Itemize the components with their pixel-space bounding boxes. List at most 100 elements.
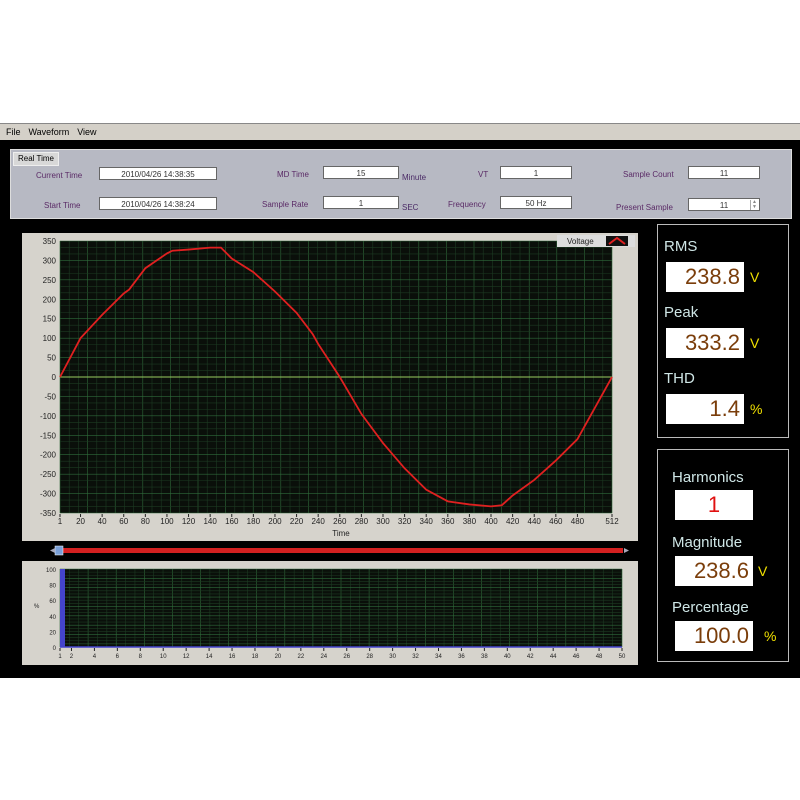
vt-label: VT — [478, 170, 489, 179]
rms-unit: V — [750, 269, 760, 285]
frequency-label: Frequency — [448, 200, 486, 209]
legend-swatch — [606, 236, 628, 246]
slider-handle[interactable] — [54, 545, 64, 556]
x-tick-label: 420 — [506, 517, 520, 526]
md-time-unit: Minute — [402, 173, 427, 182]
x-tick-label: 16 — [229, 654, 236, 660]
x-tick-label: 200 — [268, 517, 282, 526]
x-tick-label: 32 — [412, 654, 419, 660]
y-tick-label: 100 — [46, 568, 57, 574]
x-tick-label: 48 — [596, 654, 603, 660]
x-tick-label: 400 — [484, 517, 498, 526]
y-tick-label: 20 — [49, 630, 56, 636]
info-panel: Real Time Current Time 2010/04/26 14:38:… — [10, 149, 792, 219]
x-tick-label: 14 — [206, 654, 213, 660]
y-tick-label: 0 — [53, 646, 57, 652]
arrow-left-icon[interactable] — [50, 548, 55, 553]
x-tick-label: 340 — [420, 517, 434, 526]
x-tick-label: 46 — [573, 654, 580, 660]
x-tick-label: 120 — [182, 517, 196, 526]
legend-line-icon — [608, 236, 626, 245]
menu-file[interactable]: File — [6, 127, 21, 137]
y-tick-label: -250 — [40, 470, 57, 479]
harmonics-value[interactable]: 1 — [675, 490, 753, 520]
x-tick-label: 12 — [183, 654, 190, 660]
x-tick-label: 300 — [376, 517, 390, 526]
y-tick-label: 0 — [52, 373, 57, 382]
menu-waveform[interactable]: Waveform — [28, 127, 70, 137]
x-tick-label: 40 — [98, 517, 107, 526]
x-tick-label: 20 — [76, 517, 85, 526]
x-axis-title: Time — [332, 529, 350, 538]
x-tick-label: 320 — [398, 517, 412, 526]
x-tick-label: 240 — [311, 517, 325, 526]
x-tick-label: 20 — [275, 654, 282, 660]
y-tick-label: 50 — [47, 354, 56, 363]
current-time-field: 2010/04/26 14:38:35 — [99, 167, 217, 180]
frequency-field[interactable]: 50 Hz — [500, 196, 572, 209]
harmonic-chart-panel: 100 80 60 40 20 0 1 2 4 6 8 10 12 14 16 18 20 22 24 26 28 30 3… — [22, 561, 638, 665]
peak-value: 333.2 — [666, 328, 744, 358]
menu-bar: File Waveform View — [0, 124, 800, 140]
x-tick-label: 10 — [160, 654, 167, 660]
x-tick-label: 26 — [343, 654, 350, 660]
x-tick-label: 100 — [160, 517, 174, 526]
present-sample-label: Present Sample — [616, 203, 673, 212]
x-tick-label: 8 — [139, 654, 143, 660]
legend-label: Voltage — [567, 237, 594, 246]
y-tick-label: 300 — [43, 256, 57, 265]
present-sample-value: 11 — [719, 201, 729, 210]
percentage-unit: % — [764, 628, 777, 644]
x-tick-label: 440 — [528, 517, 542, 526]
x-tick-label: 30 — [389, 654, 396, 660]
magnitude-unit: V — [758, 563, 768, 579]
x-tick-label: 38 — [481, 654, 488, 660]
peak-label: Peak — [664, 304, 699, 321]
x-tick-label: 60 — [119, 517, 128, 526]
percentage-value: 100.0 — [675, 621, 753, 651]
x-tick-label: 360 — [441, 517, 455, 526]
peak-unit: V — [750, 335, 760, 351]
y-tick-label: -50 — [44, 392, 56, 401]
spin-arrows-icon[interactable]: ▲ ▼ — [750, 200, 758, 210]
x-tick-label: 260 — [333, 517, 347, 526]
harmonics-panel: Harmonics 1 Magnitude 238.6 V Percentage… — [657, 449, 789, 662]
sample-rate-unit: SEC — [402, 203, 419, 212]
y-tick-label: 40 — [49, 615, 56, 621]
harmonics-label: Harmonics — [672, 469, 744, 486]
md-time-field[interactable]: 15 — [323, 166, 399, 179]
harmonic-bar — [60, 569, 65, 647]
slider-track — [58, 548, 623, 553]
x-tick-label: 40 — [504, 654, 511, 660]
x-tick-label: 180 — [247, 517, 261, 526]
x-tick-label: 1 — [58, 654, 62, 660]
menu-view[interactable]: View — [77, 127, 97, 137]
x-tick-label: 24 — [320, 654, 327, 660]
x-tick-label: 512 — [605, 517, 619, 526]
time-range-slider[interactable] — [50, 545, 630, 557]
x-tick-label: 42 — [527, 654, 534, 660]
sample-rate-field[interactable]: 1 — [323, 196, 399, 209]
y-tick-label: -100 — [40, 412, 57, 421]
vt-field[interactable]: 1 — [500, 166, 572, 179]
x-tick-label: 160 — [225, 517, 239, 526]
x-tick-label: 280 — [355, 517, 369, 526]
y-tick-label: 150 — [43, 315, 57, 324]
md-time-label: MD Time — [277, 170, 309, 179]
y-tick-label: 250 — [43, 276, 57, 285]
present-sample-stepper[interactable]: 11 ▲ ▼ — [688, 198, 760, 211]
x-tick-label: 22 — [298, 654, 305, 660]
arrow-right-icon[interactable] — [624, 548, 629, 553]
rms-label: RMS — [664, 238, 698, 255]
x-tick-label: 460 — [549, 517, 563, 526]
percentage-label: Percentage — [672, 599, 749, 616]
x-tick-label: 220 — [290, 517, 304, 526]
tab-real-time[interactable]: Real Time — [13, 152, 59, 166]
y-tick-label: -300 — [40, 490, 57, 499]
x-tick-label: 36 — [458, 654, 465, 660]
sample-count-label: Sample Count — [623, 170, 674, 179]
start-time-field: 2010/04/26 14:38:24 — [99, 197, 217, 210]
y-tick-label: -350 — [40, 509, 57, 518]
y-axis-title: % — [34, 604, 40, 610]
app-window: File Waveform View Real Time Current Tim… — [0, 123, 800, 678]
